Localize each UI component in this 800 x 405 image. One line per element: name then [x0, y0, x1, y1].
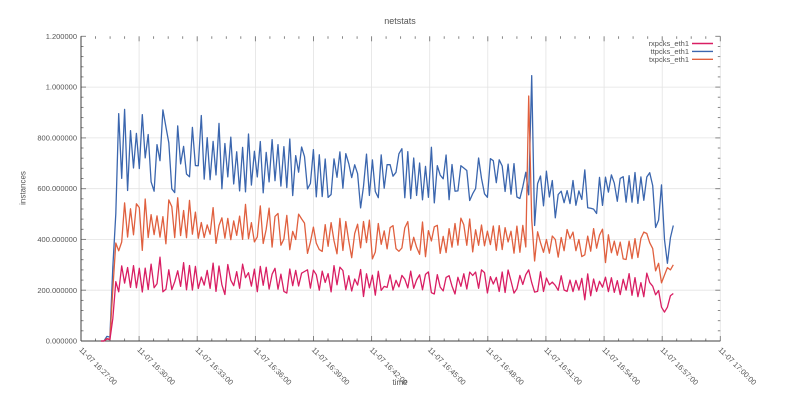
svg-text:1.200000: 1.200000 — [46, 32, 77, 41]
svg-text:ttpcks_eth1: ttpcks_eth1 — [651, 47, 689, 56]
svg-text:txpcks_eth1: txpcks_eth1 — [649, 55, 689, 64]
svg-text:800.000000: 800.000000 — [37, 134, 77, 143]
svg-text:rxpcks_eth1: rxpcks_eth1 — [649, 39, 689, 48]
svg-text:instances: instances — [19, 171, 28, 205]
svg-text:time: time — [392, 378, 408, 387]
svg-text:0.000000: 0.000000 — [46, 337, 77, 346]
svg-text:400.000000: 400.000000 — [37, 235, 77, 244]
svg-text:1.000000: 1.000000 — [46, 83, 77, 92]
svg-text:netstats: netstats — [384, 16, 416, 26]
svg-text:600.000000: 600.000000 — [37, 184, 77, 193]
svg-text:200.000000: 200.000000 — [37, 286, 77, 295]
